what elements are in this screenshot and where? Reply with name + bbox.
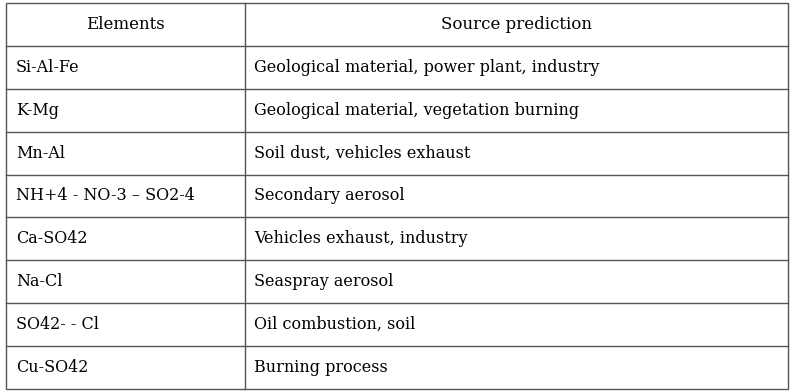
Text: SO42- - Cl: SO42- - Cl	[16, 316, 99, 333]
Text: Mn-Al: Mn-Al	[16, 145, 65, 162]
Text: Vehicles exhaust, industry: Vehicles exhaust, industry	[254, 230, 468, 247]
Text: Oil combustion, soil: Oil combustion, soil	[254, 316, 415, 333]
Text: Soil dust, vehicles exhaust: Soil dust, vehicles exhaust	[254, 145, 471, 162]
Text: Elements: Elements	[86, 16, 165, 33]
Text: NH+4 - NO-3 – SO2-4: NH+4 - NO-3 – SO2-4	[16, 187, 195, 205]
Text: Seaspray aerosol: Seaspray aerosol	[254, 273, 394, 290]
Text: Na-Cl: Na-Cl	[16, 273, 63, 290]
Text: K-Mg: K-Mg	[16, 102, 59, 119]
Text: Burning process: Burning process	[254, 359, 388, 376]
Text: Ca-SO42: Ca-SO42	[16, 230, 87, 247]
Text: Geological material, power plant, industry: Geological material, power plant, indust…	[254, 59, 599, 76]
Text: Cu-SO42: Cu-SO42	[16, 359, 88, 376]
Text: Geological material, vegetation burning: Geological material, vegetation burning	[254, 102, 580, 119]
Text: Secondary aerosol: Secondary aerosol	[254, 187, 405, 205]
Text: Source prediction: Source prediction	[441, 16, 592, 33]
Text: Si-Al-Fe: Si-Al-Fe	[16, 59, 79, 76]
